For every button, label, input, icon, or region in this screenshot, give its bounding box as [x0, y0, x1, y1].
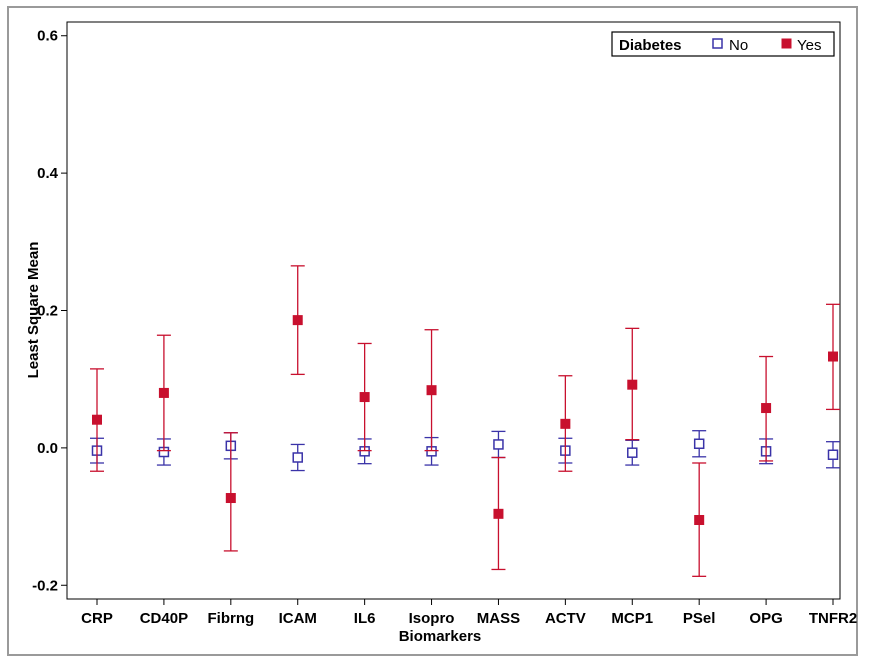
x-tick-label: MASS [477, 610, 520, 627]
x-tick-label: Fibrng [207, 610, 254, 627]
x-tick-label: CRP [81, 610, 113, 627]
x-tick-label: ACTV [545, 610, 586, 627]
y-tick-label: 0.0 [37, 440, 58, 457]
x-tick-label: MCP1 [611, 610, 653, 627]
yes-point [426, 385, 437, 396]
yes-point [158, 387, 169, 398]
no-point [827, 449, 839, 460]
legend-title: Diabetes [619, 37, 682, 54]
y-tick-label: 0.4 [37, 165, 59, 182]
no-point [627, 447, 638, 458]
legend-no-marker [712, 38, 723, 49]
y-axis-title: Least Square Mean [25, 242, 42, 379]
x-tick-label: Isopro [409, 610, 455, 627]
no-point [493, 439, 504, 450]
x-axis: CRP CD40P Fibrng ICAM IL6 Isopro MASS ACTV MCP1 P… [81, 599, 857, 627]
chart-frame [7, 6, 858, 656]
yes-point [225, 493, 236, 504]
x-tick-label: ICAM [279, 610, 317, 627]
series-no [90, 430, 840, 472]
legend-box [611, 31, 835, 57]
legend-yes-marker [781, 38, 792, 49]
x-tick-label: CD40P [140, 610, 188, 627]
x-tick-label: PSel [683, 610, 716, 627]
yes-point [761, 403, 772, 414]
y-tick-label: -0.2 [32, 577, 58, 594]
yes-point [627, 379, 638, 390]
yes-point [493, 508, 504, 519]
x-axis-title: Biomarkers [399, 628, 482, 645]
series-yes [90, 265, 840, 577]
yes-point [92, 414, 102, 425]
legend-yes-label: Yes [797, 37, 821, 54]
yes-point [560, 418, 571, 429]
legend: Diabetes No Yes [611, 31, 835, 57]
yes-point [828, 351, 838, 362]
yes-point [292, 315, 303, 326]
plot-border [66, 21, 841, 600]
y-tick-label: 0.2 [37, 303, 58, 320]
x-tick-label: IL6 [354, 610, 376, 627]
plot-area [66, 21, 841, 600]
y-tick-label: 0.6 [37, 28, 58, 45]
x-tick-label: OPG [749, 610, 782, 627]
no-point [292, 452, 303, 463]
legend-no-label: No [729, 37, 748, 54]
y-axis: -0.2 0.0 0.2 0.4 0.6 [32, 28, 67, 594]
no-point [693, 438, 705, 450]
x-tick-label: TNFR2 [809, 610, 857, 627]
yes-point [359, 392, 370, 403]
yes-point [694, 515, 705, 526]
